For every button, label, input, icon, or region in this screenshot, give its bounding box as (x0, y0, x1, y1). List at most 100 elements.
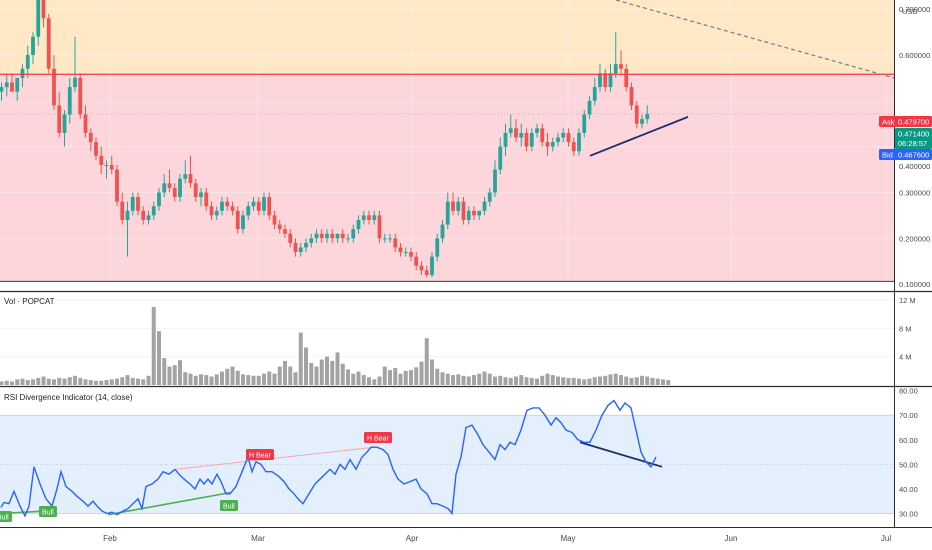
rsi-line (0, 399, 657, 518)
candle-body (319, 233, 324, 239)
candle-body (403, 252, 408, 254)
volume-bar (661, 379, 665, 385)
volume-tick-label: 12 M (899, 296, 916, 305)
candle-body (388, 238, 392, 240)
volume-bar (25, 380, 30, 385)
candle-body (178, 178, 182, 198)
volume-bar (41, 376, 46, 385)
volume-bar (603, 375, 608, 385)
candle-body (424, 270, 429, 275)
candle-body (288, 233, 293, 243)
candle-body (629, 87, 634, 106)
candle-body (283, 229, 287, 234)
price-axis[interactable]: 0.700000 0.600000 0.300000 0.200000 0.100000 (899, 5, 930, 289)
candle-body (62, 114, 67, 133)
volume-bar (377, 376, 382, 385)
time-axis[interactable]: Feb Mar Apr May Jun Jul (103, 534, 891, 543)
divergence-label: Bull (223, 504, 235, 511)
volume-bar (587, 378, 592, 385)
candle-body (487, 192, 492, 202)
candle-body (157, 192, 161, 207)
divergence-label: Bull (42, 510, 54, 517)
volume-bar (430, 359, 434, 385)
rsi-tick-label: 80.00 (899, 387, 918, 396)
volume-bar (209, 376, 214, 385)
volume-bar (419, 361, 424, 385)
candle-body (529, 132, 534, 147)
divergence-label-box (0, 511, 12, 522)
volume-bar (262, 373, 266, 385)
rsi-axis: 80.00 70.00 60.00 50.00 40.00 30.00 (899, 387, 918, 519)
candle-body (130, 197, 135, 211)
time-tick-label: Apr (406, 534, 419, 543)
candle-body (466, 210, 471, 220)
volume-bar (382, 366, 387, 385)
candle-body (25, 54, 30, 69)
volume-bar (130, 377, 135, 385)
rsi-tick-label: 70.00 (899, 411, 918, 420)
candle-body (4, 82, 9, 88)
candle-body (456, 201, 461, 211)
volume-bar (472, 375, 476, 385)
volume-bar (540, 375, 545, 385)
volume-bar (461, 375, 466, 385)
time-tick-label: Jul (881, 534, 891, 543)
volume-bar (267, 371, 272, 385)
volume-bar (330, 360, 335, 385)
candle-body (535, 128, 539, 133)
candle-body (125, 210, 130, 220)
volume-bar (36, 377, 41, 385)
volume-bar (666, 380, 671, 385)
svg-text:06:28:57: 06:28:57 (898, 139, 927, 148)
candle-body (330, 233, 335, 239)
volume-bar (4, 380, 9, 385)
candle-body (94, 142, 98, 156)
candle-body (57, 105, 62, 133)
volume-bar (519, 375, 524, 385)
price-tick-label: 0.300000 (899, 188, 930, 197)
candle-body (172, 187, 177, 198)
price-tick-label: 0.200000 (899, 234, 930, 243)
volume-bar (372, 379, 377, 385)
volume-bar (57, 377, 62, 385)
divergence-label-box (39, 506, 57, 517)
volume-bar (393, 368, 398, 385)
candle-body (67, 87, 72, 115)
candle-body (193, 183, 198, 198)
price-tick-label: 0.100000 (899, 280, 930, 289)
volume-bar (214, 374, 219, 385)
time-tick-label: Mar (251, 534, 265, 543)
divergence-label-box (364, 432, 392, 443)
volume-bar (629, 377, 634, 385)
candle-body (587, 100, 592, 115)
candle-body (550, 142, 555, 147)
candle-body (104, 164, 109, 166)
volume-bar (235, 370, 240, 385)
volume-tick-label: 8 M (899, 324, 912, 333)
volume-bar (409, 370, 413, 385)
candle-body (508, 128, 513, 133)
bull-divergence-line (107, 491, 231, 516)
candle-body (309, 238, 314, 243)
candle-body (608, 73, 613, 88)
volume-bar (424, 338, 429, 385)
volume-bar (241, 374, 245, 385)
volume-bar (204, 375, 209, 385)
volume-bar (435, 368, 440, 385)
volume-bar (83, 379, 88, 385)
volume-bar (514, 376, 518, 385)
volume-bar (529, 377, 534, 385)
volume-bar (0, 381, 4, 385)
candle-body (477, 210, 482, 216)
volume-bar (456, 374, 461, 385)
descending-trendline (615, 0, 895, 79)
volume-bar (246, 375, 251, 385)
ask-badge: Ask 0.479700 (879, 116, 932, 127)
volume-title: Vol · POPCAT (4, 297, 55, 306)
volume-bar (571, 377, 576, 385)
volume-bar (650, 377, 655, 385)
volume-bar (230, 366, 235, 385)
candle-body (592, 87, 597, 101)
